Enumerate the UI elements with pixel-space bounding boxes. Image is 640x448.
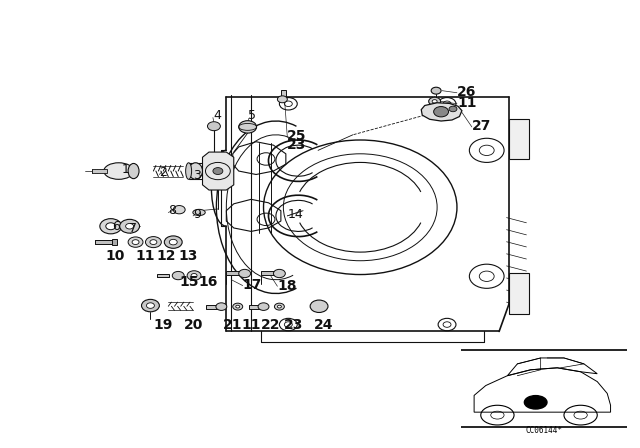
Text: 17: 17 bbox=[243, 278, 262, 292]
Text: 11: 11 bbox=[241, 318, 260, 332]
Text: 9: 9 bbox=[193, 208, 201, 221]
Bar bbox=[112, 239, 117, 245]
Circle shape bbox=[432, 99, 437, 103]
Text: 3: 3 bbox=[193, 169, 201, 182]
Text: 1: 1 bbox=[122, 163, 130, 176]
Circle shape bbox=[128, 237, 143, 247]
Circle shape bbox=[434, 107, 449, 117]
Bar bbox=[95, 240, 112, 244]
Ellipse shape bbox=[189, 163, 202, 179]
Circle shape bbox=[213, 168, 223, 174]
Circle shape bbox=[173, 206, 185, 214]
Circle shape bbox=[169, 239, 177, 245]
Bar bbox=[92, 168, 108, 173]
Circle shape bbox=[524, 396, 547, 409]
Text: 18: 18 bbox=[277, 279, 297, 293]
Circle shape bbox=[125, 224, 134, 229]
Text: 10: 10 bbox=[106, 249, 125, 263]
Text: 12: 12 bbox=[157, 249, 177, 263]
Circle shape bbox=[191, 273, 197, 278]
Circle shape bbox=[429, 97, 440, 105]
Circle shape bbox=[187, 271, 201, 280]
Text: 11: 11 bbox=[457, 96, 476, 110]
Circle shape bbox=[431, 87, 441, 94]
Circle shape bbox=[106, 223, 116, 230]
Text: 5: 5 bbox=[248, 109, 255, 122]
Text: 14: 14 bbox=[287, 208, 303, 221]
Circle shape bbox=[100, 219, 122, 234]
Bar bbox=[509, 273, 529, 314]
Circle shape bbox=[150, 240, 157, 245]
Circle shape bbox=[236, 305, 240, 308]
Circle shape bbox=[239, 269, 251, 278]
Circle shape bbox=[233, 303, 243, 310]
Circle shape bbox=[277, 305, 282, 308]
Bar bbox=[261, 271, 275, 275]
Polygon shape bbox=[421, 103, 462, 121]
Circle shape bbox=[273, 269, 285, 278]
Circle shape bbox=[120, 220, 140, 233]
Circle shape bbox=[277, 96, 287, 103]
Text: 4: 4 bbox=[213, 109, 221, 122]
Ellipse shape bbox=[128, 164, 139, 179]
Bar bbox=[249, 305, 261, 309]
Circle shape bbox=[145, 237, 161, 248]
Text: 27: 27 bbox=[472, 119, 492, 133]
Text: 6: 6 bbox=[112, 220, 120, 233]
Text: 20: 20 bbox=[184, 318, 204, 332]
Circle shape bbox=[147, 303, 154, 308]
Circle shape bbox=[216, 303, 227, 310]
Text: 13: 13 bbox=[178, 249, 198, 263]
Bar bbox=[227, 271, 240, 275]
Text: 23: 23 bbox=[284, 318, 304, 332]
Bar bbox=[157, 274, 169, 277]
Text: 2: 2 bbox=[159, 166, 167, 179]
Text: 8: 8 bbox=[168, 204, 176, 217]
Circle shape bbox=[310, 300, 328, 313]
Text: 19: 19 bbox=[154, 318, 173, 332]
Polygon shape bbox=[202, 152, 234, 190]
Circle shape bbox=[164, 236, 182, 248]
Bar bbox=[281, 90, 286, 99]
Text: 26: 26 bbox=[457, 85, 476, 99]
Circle shape bbox=[141, 299, 159, 312]
Text: 24: 24 bbox=[314, 318, 333, 332]
Circle shape bbox=[172, 271, 184, 280]
Text: 23: 23 bbox=[287, 138, 307, 152]
Ellipse shape bbox=[104, 163, 134, 179]
Ellipse shape bbox=[186, 163, 191, 179]
Circle shape bbox=[275, 303, 284, 310]
Text: 16: 16 bbox=[198, 275, 218, 289]
Circle shape bbox=[132, 240, 139, 245]
Text: 11: 11 bbox=[136, 249, 155, 263]
Text: CC06144*: CC06144* bbox=[525, 426, 563, 435]
Circle shape bbox=[258, 303, 269, 310]
Circle shape bbox=[449, 106, 457, 112]
Text: 15: 15 bbox=[179, 275, 198, 289]
Text: 25: 25 bbox=[287, 129, 307, 143]
Text: 21: 21 bbox=[223, 318, 243, 332]
Circle shape bbox=[207, 122, 220, 131]
Text: 22: 22 bbox=[261, 318, 280, 332]
Ellipse shape bbox=[193, 209, 205, 215]
Circle shape bbox=[239, 121, 257, 133]
Bar bbox=[509, 119, 529, 159]
Text: 7: 7 bbox=[129, 223, 136, 236]
Bar bbox=[207, 305, 219, 309]
